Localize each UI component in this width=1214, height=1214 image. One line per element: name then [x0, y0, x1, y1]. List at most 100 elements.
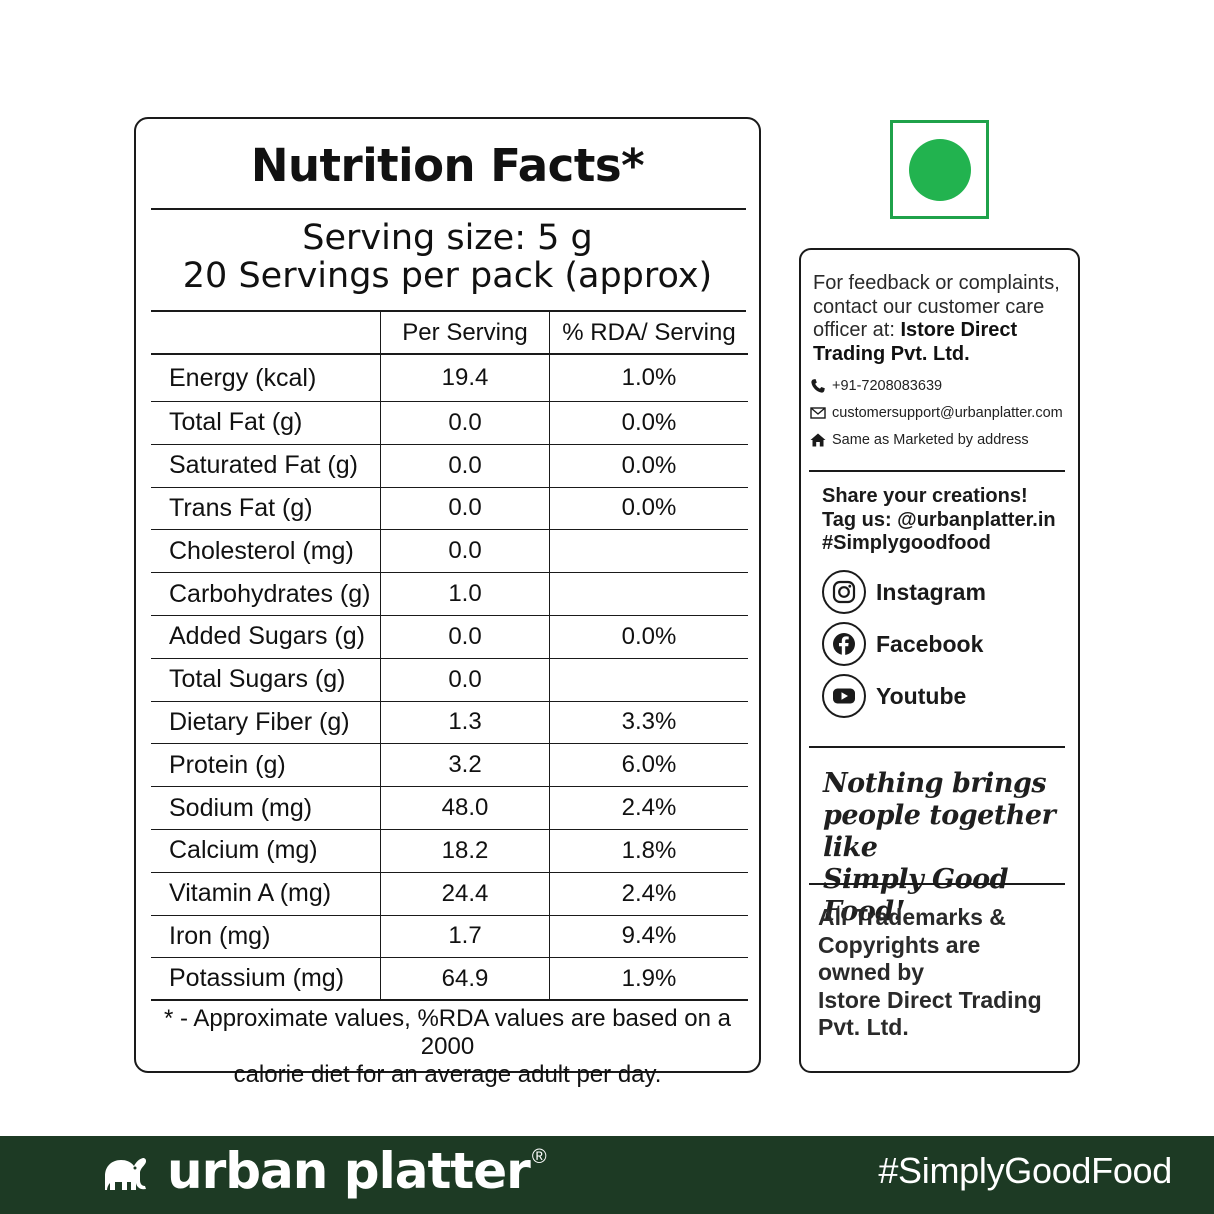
slogan-line-2: people together like [823, 800, 1056, 863]
footer-bar: urban platter ® #SimplyGoodFood [0, 1136, 1214, 1214]
phone-row: +91-7208083639 [810, 378, 942, 394]
per-serving-value: 0.0 [381, 487, 550, 530]
registered-mark: ® [531, 1146, 547, 1168]
trademark-line-3: owned by [818, 959, 925, 985]
social-facebook[interactable]: Facebook [822, 622, 983, 666]
share-line-1: Share your creations! [822, 485, 1028, 507]
header-rda: % RDA/ Serving [562, 318, 736, 346]
nutrient-name: Total Sugars (g) [151, 658, 381, 701]
nutrition-table: Per Serving % RDA/ Serving Energy (kcal)… [151, 312, 748, 1002]
nutrient-name: Iron (mg) [151, 915, 381, 958]
nutrition-title: Nutrition Facts* [250, 139, 645, 192]
per-serving-value: 1.7 [381, 915, 550, 958]
nutrient-name: Sodium (mg) [151, 787, 381, 829]
share-text: Share your creations! Tag us: @urbanplat… [822, 485, 1056, 556]
per-serving-value: 18.2 [381, 829, 550, 872]
table-row: Energy (kcal) 19.4 1.0% [151, 355, 748, 402]
nutrient-name: Trans Fat (g) [151, 487, 381, 530]
nutrient-name: Dietary Fiber (g) [151, 701, 381, 744]
email-row: customersupport@urbanplatter.com [810, 405, 1063, 421]
table-row: Total Fat (g) 0.0 0.0% [151, 402, 748, 445]
table-row: Iron (mg) 1.7 9.4% [151, 915, 748, 959]
nutrient-name: Energy (kcal) [151, 355, 381, 401]
slogan: Nothing brings people together like Simp… [823, 768, 1068, 928]
email-icon [810, 407, 826, 419]
nutrient-name: Added Sugars (g) [151, 615, 381, 658]
phone-number: +91-7208083639 [832, 378, 943, 394]
rda-value: 0.0% [621, 408, 677, 436]
info-divider-1 [809, 470, 1065, 472]
per-serving-value: 0.0 [381, 402, 550, 444]
table-row: Sodium (mg) 48.0 2.4% [151, 787, 748, 830]
rda-value: 9.4% [621, 922, 677, 950]
rda-value: 0.0% [621, 451, 677, 479]
per-serving-value: 0.0 [381, 530, 550, 573]
rda-value [550, 530, 748, 572]
social-youtube[interactable]: Youtube [822, 674, 966, 718]
table-row: Trans Fat (g) 0.0 0.0% [151, 487, 748, 531]
nutrient-name: Total Fat (g) [151, 402, 381, 444]
nutrient-name: Calcium (mg) [151, 829, 381, 872]
per-serving-value: 19.4 [381, 355, 550, 401]
trademark-notice: All Trademarks & Copyrights are owned by… [818, 904, 1042, 1042]
nutrient-name: Saturated Fat (g) [151, 444, 381, 487]
nutrient-name: Cholesterol (mg) [151, 530, 381, 573]
rda-value: 2.4% [621, 879, 677, 907]
header-nutrient [151, 312, 381, 353]
table-row: Vitamin A (mg) 24.4 2.4% [151, 872, 748, 916]
per-serving-value: 3.2 [381, 744, 550, 787]
servings-per-pack: 20 Servings per pack (approx) [182, 256, 713, 296]
youtube-icon [822, 674, 866, 718]
rda-value: 0.0% [621, 622, 677, 650]
feedback-line-4: Trading Pvt. Ltd. [813, 343, 1075, 367]
rda-value: 3.3% [621, 708, 677, 736]
table-row: Total Sugars (g) 0.0 [151, 658, 748, 702]
table-row: Added Sugars (g) 0.0 0.0% [151, 615, 748, 659]
vegetarian-dot [909, 139, 971, 201]
address-row: Same as Marketed by address [810, 432, 1029, 448]
table-row: Dietary Fiber (g) 1.3 3.3% [151, 701, 748, 745]
brand-name: urban platter [167, 1142, 531, 1200]
trademark-line-1: All Trademarks & [818, 904, 1006, 930]
nutrient-name: Vitamin A (mg) [151, 872, 381, 915]
address-text: Same as Marketed by address [832, 432, 1029, 448]
table-row: Saturated Fat (g) 0.0 0.0% [151, 444, 748, 488]
email-address: customersupport@urbanplatter.com [832, 405, 1063, 421]
footnote-line-2: calorie diet for an average adult per da… [233, 1061, 662, 1088]
nutrient-name: Carbohydrates (g) [151, 573, 381, 615]
phone-icon [811, 379, 825, 393]
header-per-serving: Per Serving [381, 312, 550, 353]
footer-hashtag: #SimplyGoodFood [878, 1150, 1172, 1191]
info-panel: For feedback or complaints, contact our … [799, 248, 1080, 1073]
elephant-logo-icon [105, 1158, 147, 1190]
facebook-icon [822, 622, 866, 666]
serving-info: Serving size: 5 g 20 Servings per pack (… [136, 219, 759, 295]
footnote: * - Approximate values, %RDA values are … [136, 1005, 759, 1089]
feedback-text: For feedback or complaints, contact our … [813, 272, 1075, 366]
share-line-3: #Simplygoodfood [822, 532, 991, 554]
trademark-line-5: Pvt. Ltd. [818, 1014, 909, 1040]
brand-logo-group[interactable]: urban platter ® [97, 1142, 547, 1200]
per-serving-value: 0.0 [381, 615, 550, 658]
feedback-line-1: For feedback or complaints, [813, 272, 1060, 294]
home-icon [810, 433, 826, 447]
title-divider [151, 208, 746, 210]
rda-value: 1.0% [621, 364, 677, 391]
per-serving-value: 0.0 [381, 444, 550, 487]
rda-value [550, 573, 748, 615]
table-row: Potassium (mg) 64.9 1.9% [151, 958, 748, 1002]
slogan-line-1: Nothing brings [823, 768, 1047, 799]
table-row: Protein (g) 3.2 6.0% [151, 744, 748, 788]
serving-size: Serving size: 5 g [302, 218, 593, 258]
feedback-line-2: contact our customer care [813, 295, 1045, 318]
social-instagram[interactable]: Instagram [822, 570, 986, 614]
rda-value: 1.8% [621, 836, 677, 864]
per-serving-value: 64.9 [381, 958, 550, 1000]
table-header: Per Serving % RDA/ Serving [151, 312, 748, 355]
company-name: Istore Direct [900, 319, 1018, 341]
share-line-2: Tag us: @urbanplatter.in [822, 508, 1056, 531]
info-divider-2 [809, 746, 1065, 748]
serving-divider [151, 310, 746, 312]
rda-value: 1.9% [621, 964, 677, 992]
table-row: Calcium (mg) 18.2 1.8% [151, 829, 748, 873]
